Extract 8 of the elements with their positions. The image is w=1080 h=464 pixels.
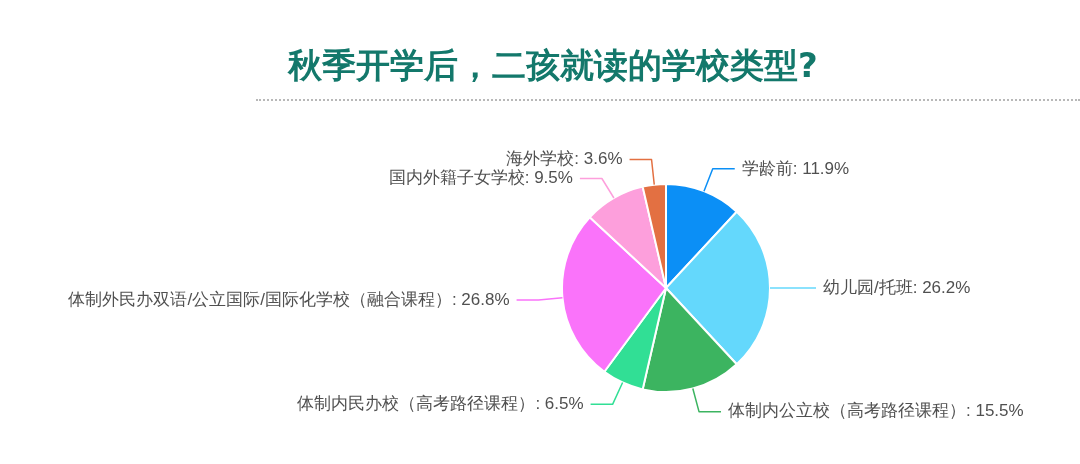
slice-label: 学龄前: 11.9%	[741, 158, 850, 178]
slice-label: 幼儿园/托班: 26.2%	[823, 277, 971, 297]
slice-label: 体制外民办双语/公立国际/国际化学校（融合课程）: 26.8%	[68, 289, 510, 309]
chart-title: 秋季开学后，二孩就读的学校类型?	[288, 44, 818, 86]
slice-label: 体制内民办校（高考路径课程）: 6.5%	[297, 394, 584, 414]
slice-label: 国内外籍子女学校: 9.5%	[388, 168, 573, 188]
slice-label: 体制内公立校（高考路径课程）: 15.5%	[728, 401, 1024, 421]
slice-label: 海外学校: 3.6%	[506, 149, 623, 169]
